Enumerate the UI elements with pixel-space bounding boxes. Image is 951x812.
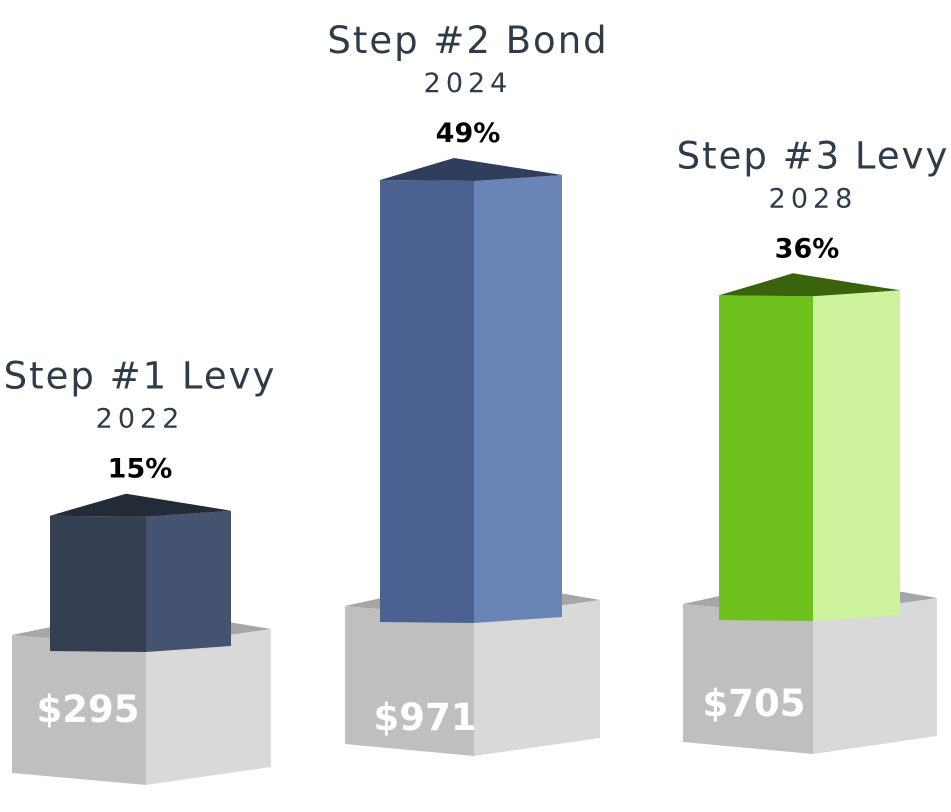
category-label: Step #2 Bond xyxy=(327,19,608,62)
amount-label: $705 xyxy=(703,682,806,725)
base-side xyxy=(474,600,600,756)
category-label: Step #1 Levy xyxy=(4,355,277,398)
base-front xyxy=(12,635,146,785)
category-label: Step #3 Levy xyxy=(677,134,950,177)
bar-side xyxy=(813,290,900,621)
base-side xyxy=(146,629,271,785)
bar-front xyxy=(50,515,146,652)
year-label: 2028 xyxy=(769,183,858,214)
bar-side xyxy=(146,510,231,652)
percent-label: 15% xyxy=(108,454,173,485)
year-label: 2024 xyxy=(424,68,513,99)
year-label: 2022 xyxy=(96,404,185,435)
base-side xyxy=(813,598,937,754)
percent-label: 36% xyxy=(775,233,840,264)
bar-top xyxy=(380,158,562,182)
base-front xyxy=(345,606,474,756)
bar-front xyxy=(719,295,813,621)
amount-label: $295 xyxy=(37,688,140,731)
base-front xyxy=(683,604,813,754)
bar-top xyxy=(50,493,231,517)
percent-label: 49% xyxy=(436,118,501,149)
bar-top xyxy=(719,273,900,297)
amount-label: $971 xyxy=(374,696,477,739)
bar-front xyxy=(380,180,474,623)
bar-side xyxy=(474,175,562,623)
